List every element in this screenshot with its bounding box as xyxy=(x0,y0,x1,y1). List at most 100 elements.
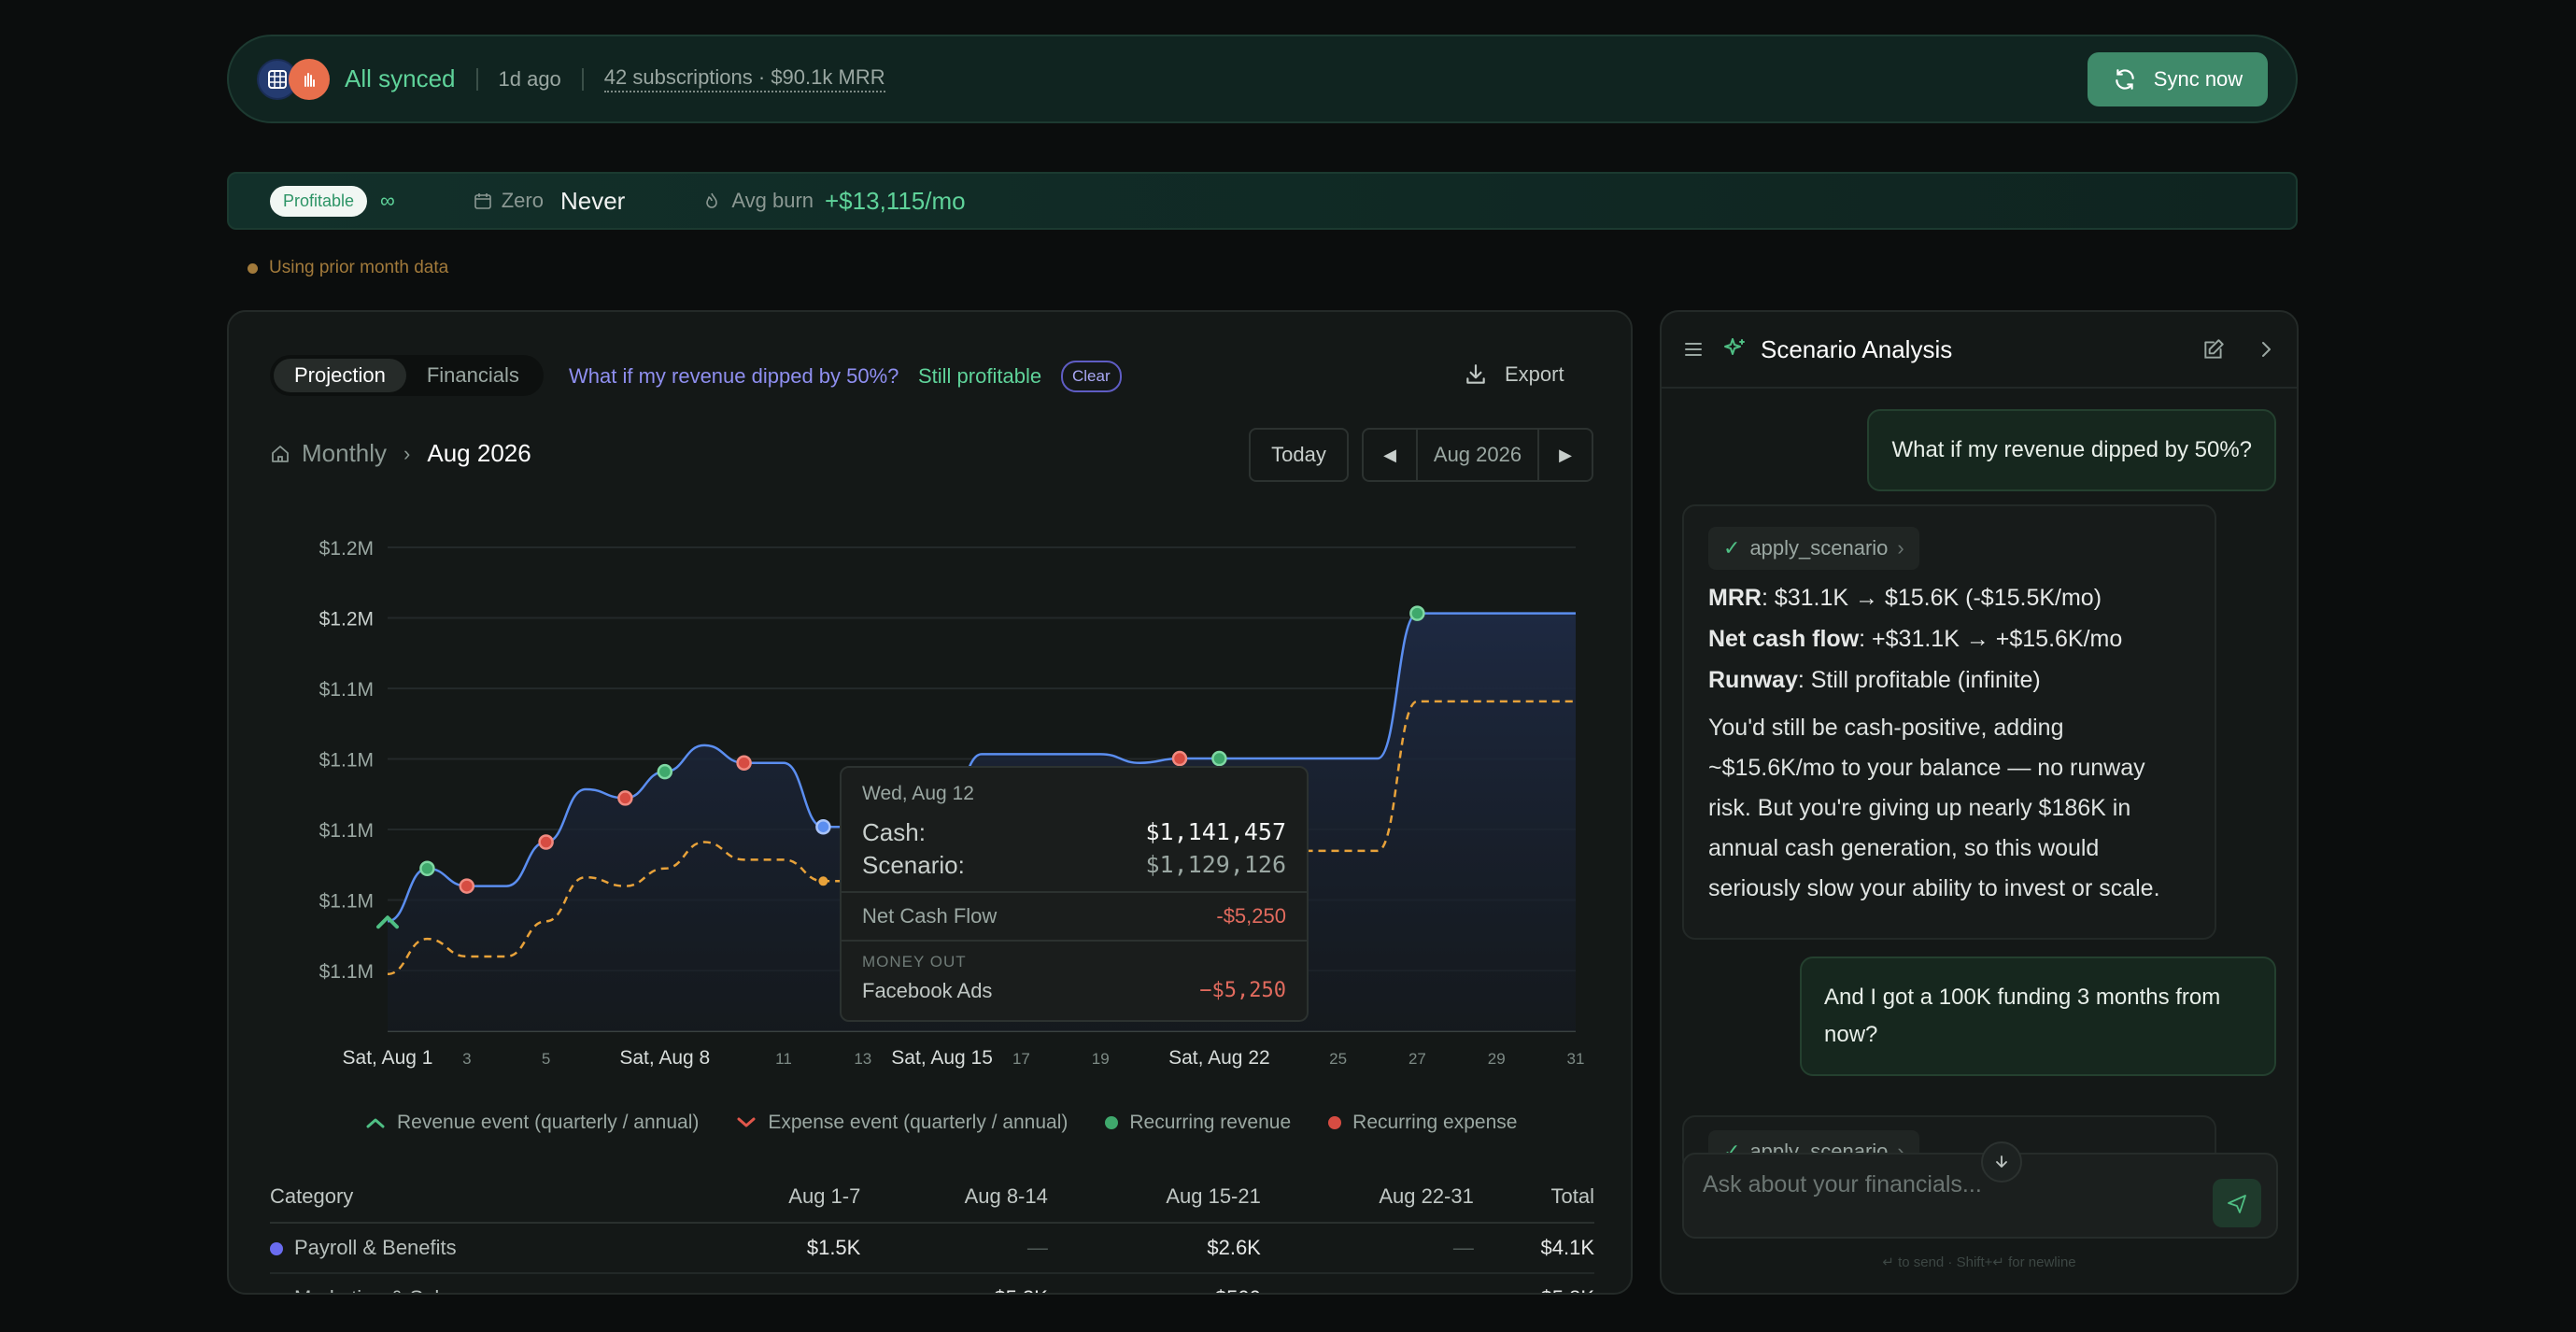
next-month-button[interactable]: ▶ xyxy=(1559,445,1572,464)
x-tick-label: Sat, Aug 15 xyxy=(891,1047,993,1069)
column-header: Aug 15-21 xyxy=(1047,1171,1261,1224)
tooltip-date: Wed, Aug 12 xyxy=(862,783,974,804)
x-tick-label: 31 xyxy=(1567,1050,1585,1068)
x-tick-label: 13 xyxy=(854,1050,871,1068)
tool-call-pill[interactable]: ✓ apply_scenario › xyxy=(1708,527,1919,570)
infinity-value: ∞ xyxy=(380,189,395,212)
export-label: Export xyxy=(1505,362,1564,386)
edit-icon[interactable] xyxy=(2201,337,2226,361)
divider xyxy=(842,940,1307,942)
prior-month-note: Using prior month data xyxy=(248,258,448,278)
scroll-down-button[interactable] xyxy=(1981,1141,2022,1183)
flame-icon xyxy=(706,192,718,208)
current-month[interactable]: Aug 2026 xyxy=(1416,430,1539,480)
send-button[interactable] xyxy=(2213,1179,2261,1227)
tab-projection[interactable]: Projection xyxy=(274,359,406,392)
user-message: And I got a 100K funding 3 months from n… xyxy=(1800,956,2276,1076)
table-row[interactable]: Payroll & Benefits $1.5K — $2.6K — $4.1K xyxy=(270,1223,1594,1274)
column-header: Category xyxy=(270,1171,700,1224)
mrr-label: MRR xyxy=(1708,585,1762,611)
chevron-right-icon[interactable] xyxy=(2256,339,2276,360)
crumb-monthly[interactable]: Monthly xyxy=(302,439,388,467)
legend-label: Expense event (quarterly / annual) xyxy=(768,1112,1069,1133)
sync-now-button[interactable]: Sync now xyxy=(2088,51,2268,106)
x-tick-label: 3 xyxy=(462,1050,471,1068)
tooltip-item-label: Facebook Ads xyxy=(862,979,993,1002)
grid-icon xyxy=(268,69,287,89)
scenario-question[interactable]: What if my revenue dipped by 50%? xyxy=(569,364,899,388)
recurring_expense-marker xyxy=(617,790,633,806)
tooltip-ncf-value: -$5,250 xyxy=(1216,904,1286,928)
x-tick-label: 25 xyxy=(1329,1050,1347,1068)
prev-month-button[interactable]: ◀ xyxy=(1383,445,1396,464)
refresh-icon xyxy=(2116,68,2134,90)
integration-avatars xyxy=(257,58,330,100)
mrr-text: : $31.1K → $15.6K (-$15.5K/mo) xyxy=(1761,585,2102,611)
column-header: Total xyxy=(1473,1171,1594,1224)
calendar-icon xyxy=(474,193,491,209)
sparkle-icon xyxy=(1724,338,1745,355)
burn-label: Avg burn xyxy=(731,189,814,212)
table-cell: $1.5K xyxy=(699,1223,861,1274)
panel-header: Scenario Analysis xyxy=(1662,312,2297,389)
chevron-right-icon: › xyxy=(1897,536,1904,560)
y-tick-label: $1.2M xyxy=(319,538,374,560)
chevron-up-icon xyxy=(366,1118,385,1128)
green-dot xyxy=(1105,1116,1119,1129)
x-tick-label: Sat, Aug 8 xyxy=(619,1047,710,1069)
tab-financials[interactable]: Financials xyxy=(426,363,519,387)
category-table: Category Aug 1-7 Aug 8-14 Aug 15-21 Aug … xyxy=(270,1171,1594,1293)
app-avatar xyxy=(289,58,330,100)
y-tick-label: $1.1M xyxy=(319,820,374,842)
user-message: What if my revenue dipped by 50%? xyxy=(1867,409,2276,491)
crumb-current: Aug 2026 xyxy=(427,439,531,467)
sync-ago: 1d ago xyxy=(498,66,561,91)
home-icon[interactable] xyxy=(270,444,290,464)
chevron-down-icon xyxy=(737,1117,756,1127)
recurring_revenue-marker xyxy=(419,860,435,877)
menu-icon[interactable] xyxy=(1682,338,1705,361)
legend-expense-event: Expense event (quarterly / annual) xyxy=(736,1112,1068,1134)
send-icon xyxy=(2228,1195,2246,1213)
ncf-text: : +$31.1K → +$15.6K/mo xyxy=(1859,626,2123,652)
category-cell: Payroll & Benefits xyxy=(270,1223,700,1274)
chat-input[interactable] xyxy=(1703,1171,2188,1198)
tooltip-scenario-label: Scenario: xyxy=(862,851,965,879)
breadcrumb: Monthly › Aug 2026 xyxy=(270,439,531,468)
sync-status: All synced xyxy=(345,64,456,92)
clear-scenario-button[interactable]: Clear xyxy=(1061,361,1122,392)
burn-value: +$13,115/mo xyxy=(825,186,966,215)
assistant-paragraph: You'd still be cash-positive, adding ~$1… xyxy=(1708,715,2160,901)
status-strip: Profitable ∞ Zero Never Avg burn +$13,11… xyxy=(227,172,2298,230)
y-tick-label: $1.1M xyxy=(319,961,374,983)
projection-panel: Projection Financials What if my revenue… xyxy=(227,310,1633,1295)
runway-text: : Still profitable (infinite) xyxy=(1797,667,2041,693)
tooltip-cash-row: Cash: $1,141,457 xyxy=(862,818,1286,847)
divider xyxy=(842,891,1307,893)
table-row[interactable]: Marketing & Sales — $5.3K $500 — $5.8K xyxy=(270,1273,1594,1293)
subscriptions-link[interactable]: 42 subscriptions · $90.1k MRR xyxy=(603,65,885,92)
recurring_revenue-marker xyxy=(657,763,673,780)
runway-label: Runway xyxy=(1708,667,1798,693)
cash-line xyxy=(387,612,1576,923)
export-button[interactable]: Export xyxy=(1464,362,1564,387)
y-tick-label: $1.1M xyxy=(319,891,374,913)
zero-date: Zero Never xyxy=(474,186,626,216)
tool-name: apply_scenario xyxy=(1749,536,1889,560)
category-cell: Marketing & Sales xyxy=(270,1273,700,1293)
category-color-dot xyxy=(270,1242,283,1256)
recurring_revenue-marker xyxy=(1409,605,1425,621)
sync-bar: All synced 1d ago 42 subscriptions · $90… xyxy=(227,35,2298,123)
y-tick-label: $1.1M xyxy=(319,679,374,701)
scenario-analysis-panel: Scenario Analysis What if my revenue dip… xyxy=(1660,310,2299,1295)
column-header: Aug 1-7 xyxy=(699,1171,861,1224)
today-button[interactable]: Today xyxy=(1249,428,1349,482)
zero-value: Never xyxy=(559,186,626,215)
tooltip-money-out: MONEY OUT xyxy=(862,953,967,971)
table-cell: — xyxy=(1260,1223,1474,1274)
avg-burn: Avg burn +$13,115/mo xyxy=(703,186,966,216)
table-cell: $2.6K xyxy=(1047,1223,1261,1274)
input-hint: ↵ to send · Shift+↵ for newline xyxy=(1882,1254,2076,1270)
tooltip-ncf-row: Net Cash Flow -$5,250 xyxy=(862,904,1286,928)
warning-dot xyxy=(248,262,258,274)
